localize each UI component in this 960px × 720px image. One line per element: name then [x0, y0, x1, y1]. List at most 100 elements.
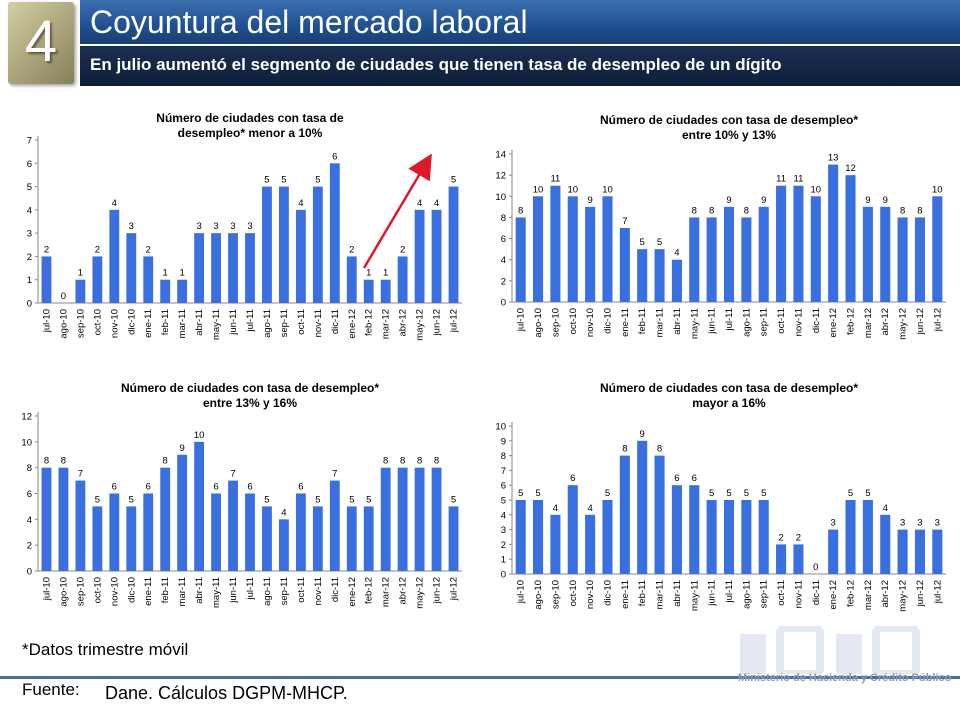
bar — [41, 256, 52, 303]
bar-value-label: 11 — [776, 174, 786, 185]
bar — [295, 493, 306, 571]
x-tick-label: feb-11 — [637, 308, 648, 334]
x-tick-label: ago-11 — [741, 580, 752, 609]
bar — [880, 514, 891, 574]
bar — [758, 206, 769, 302]
y-tick-label: 0 — [27, 299, 32, 310]
x-tick-label: mar-12 — [381, 577, 392, 607]
x-tick-label: nov-11 — [313, 309, 324, 337]
bar-value-label: 6 — [692, 473, 697, 484]
subtitle-bar: En julio aumentó el segmento de ciudades… — [80, 46, 960, 86]
x-tick-label: abr-11 — [194, 309, 205, 336]
x-tick-label: mar-11 — [177, 577, 188, 606]
x-tick-label: jul-11 — [245, 309, 256, 333]
chart-title-line: Número de ciudades con tasa de desempleo… — [121, 381, 379, 395]
y-tick-label: 2 — [501, 276, 506, 287]
x-tick-label: ago-11 — [262, 577, 273, 606]
bar-value-label: 8 — [434, 456, 439, 467]
x-tick-label: oct-11 — [776, 308, 787, 334]
bar-value-label: 6 — [298, 482, 303, 493]
x-tick-label: ago-10 — [533, 580, 544, 610]
y-tick-label: 4 — [27, 515, 32, 526]
bar-value-label: 5 — [129, 494, 134, 505]
chart-title-line: Número de ciudades con tasa de — [156, 111, 344, 125]
bar — [654, 249, 665, 302]
bar — [262, 506, 272, 571]
x-tick-label: jul-11 — [724, 308, 735, 332]
x-tick-label: ene-12 — [347, 577, 358, 607]
bar — [448, 186, 459, 303]
bar — [914, 217, 925, 302]
bar — [143, 493, 154, 571]
y-tick-label: 0 — [27, 567, 32, 578]
y-tick-label: 5 — [501, 496, 506, 507]
bar-value-label: 8 — [400, 456, 405, 467]
x-tick-label: may-11 — [211, 309, 222, 340]
x-tick-label: nov-10 — [585, 308, 596, 337]
y-tick-label: 6 — [501, 234, 506, 245]
bar-value-label: 8 — [163, 456, 168, 467]
y-tick-label: 12 — [21, 412, 32, 423]
bar — [126, 233, 137, 303]
footer-divider — [0, 676, 960, 679]
bar-value-label: 5 — [366, 494, 371, 505]
bar-value-label: 3 — [900, 518, 905, 529]
chart-title-line: entre 13% y 16% — [203, 396, 297, 410]
x-tick-label: nov-11 — [313, 577, 324, 605]
x-tick-label: abr-12 — [398, 577, 409, 604]
bar — [177, 454, 188, 571]
x-tick-label: oct-11 — [296, 309, 307, 335]
bar — [92, 506, 103, 571]
bar — [723, 500, 735, 574]
bar — [637, 249, 648, 302]
bar — [194, 233, 205, 303]
bar-value-label: 3 — [213, 221, 218, 232]
bar — [109, 493, 120, 571]
bar — [741, 217, 752, 302]
x-tick-label: mar-11 — [177, 309, 188, 338]
x-tick-label: dic-10 — [126, 577, 137, 603]
bar — [414, 467, 425, 571]
bar — [828, 164, 839, 302]
bar-value-label: 3 — [129, 221, 134, 232]
x-tick-label: feb-12 — [846, 308, 857, 335]
x-tick-label: may-12 — [898, 580, 909, 612]
bar-value-label: 4 — [281, 507, 286, 518]
bar-value-label: 5 — [315, 494, 320, 505]
bar-value-label: 2 — [146, 244, 151, 255]
x-tick-label: dic-11 — [330, 309, 341, 334]
bar — [431, 467, 442, 571]
y-tick-label: 4 — [501, 510, 506, 521]
bar-value-label: 5 — [451, 494, 456, 505]
page-subtitle: En julio aumentó el segmento de ciudades… — [90, 55, 782, 74]
x-tick-label: dic-11 — [811, 308, 822, 333]
bar — [380, 279, 391, 303]
bar-value-label: 5 — [640, 237, 645, 248]
bar — [585, 206, 596, 302]
bar — [654, 455, 665, 574]
bar — [619, 455, 630, 574]
x-tick-label: nov-11 — [793, 580, 804, 608]
bar-value-label: 10 — [602, 184, 613, 195]
bar — [177, 279, 188, 303]
bar-value-label: 8 — [417, 456, 422, 467]
bar-value-label: 4 — [417, 198, 422, 209]
bar-value-label: 6 — [213, 482, 218, 493]
y-tick-label: 8 — [27, 463, 32, 474]
x-tick-label: jun-11 — [707, 580, 718, 607]
y-tick-label: 5 — [27, 182, 32, 193]
bar-value-label: 9 — [640, 429, 645, 440]
x-tick-label: may-11 — [689, 308, 700, 339]
bar-value-label: 2 — [95, 244, 100, 255]
bar-value-label: 0 — [61, 291, 66, 302]
bar — [329, 163, 340, 303]
bar — [723, 206, 735, 302]
x-tick-label: ene-12 — [828, 308, 839, 338]
x-tick-label: jul-12 — [932, 308, 943, 332]
bar-value-label: 2 — [44, 244, 49, 255]
y-tick-label: 4 — [501, 255, 506, 266]
bar-value-label: 4 — [553, 503, 558, 514]
bar-value-label: 5 — [726, 488, 731, 499]
bar-value-label: 5 — [605, 488, 610, 499]
bar-value-label: 1 — [383, 268, 388, 279]
